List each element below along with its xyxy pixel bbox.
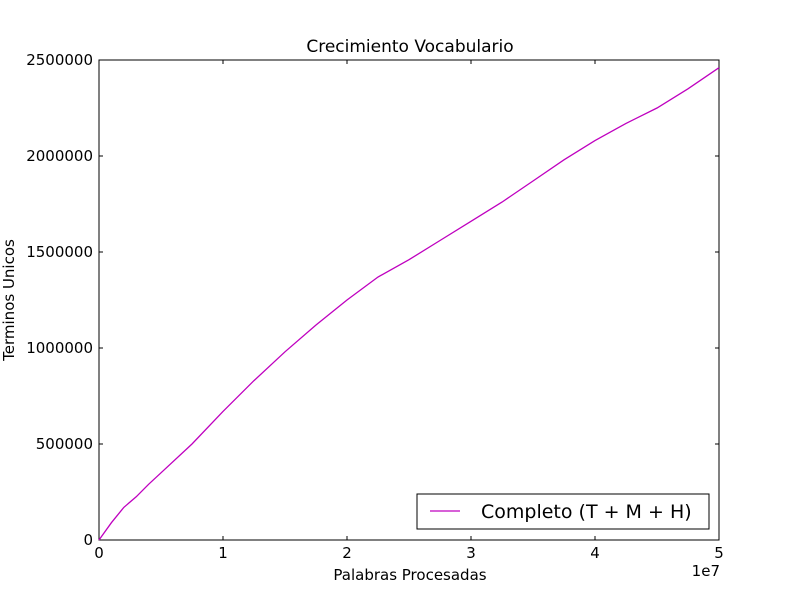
series-layer bbox=[98, 67, 720, 541]
legend-box bbox=[416, 493, 710, 530]
x-tick-label: 1 bbox=[218, 544, 228, 562]
y-axis-label: Terminos Unicos bbox=[0, 239, 18, 362]
y-tick-label: 2000000 bbox=[26, 147, 93, 165]
y-tick-label: 500000 bbox=[36, 435, 93, 453]
legend: Completo (T + M + H) bbox=[416, 493, 710, 530]
legend-entry-label: Completo (T + M + H) bbox=[481, 501, 692, 523]
y-tick-label: 1000000 bbox=[26, 339, 93, 357]
axes: 0 1 2 3 4 5 0 500000 1000000 1500000 2000000 250000… bbox=[26, 51, 724, 562]
chart-title: Crecimiento Vocabulario bbox=[306, 37, 513, 57]
series-line bbox=[98, 67, 720, 541]
plot-frame bbox=[98, 59, 720, 541]
x-tick-label: 5 bbox=[714, 544, 724, 562]
x-tick-label: 0 bbox=[94, 544, 104, 562]
x-tick-label: 2 bbox=[342, 544, 352, 562]
y-tick-label: 1500000 bbox=[26, 243, 93, 261]
x-tick-label: 4 bbox=[590, 544, 600, 562]
y-tick-label: 2500000 bbox=[26, 51, 93, 69]
x-axis-label: Palabras Procesadas bbox=[333, 566, 486, 584]
x-axis-multiplier: 1e7 bbox=[692, 562, 720, 580]
x-tick-label: 3 bbox=[466, 544, 476, 562]
y-tick-label: 0 bbox=[83, 531, 93, 549]
